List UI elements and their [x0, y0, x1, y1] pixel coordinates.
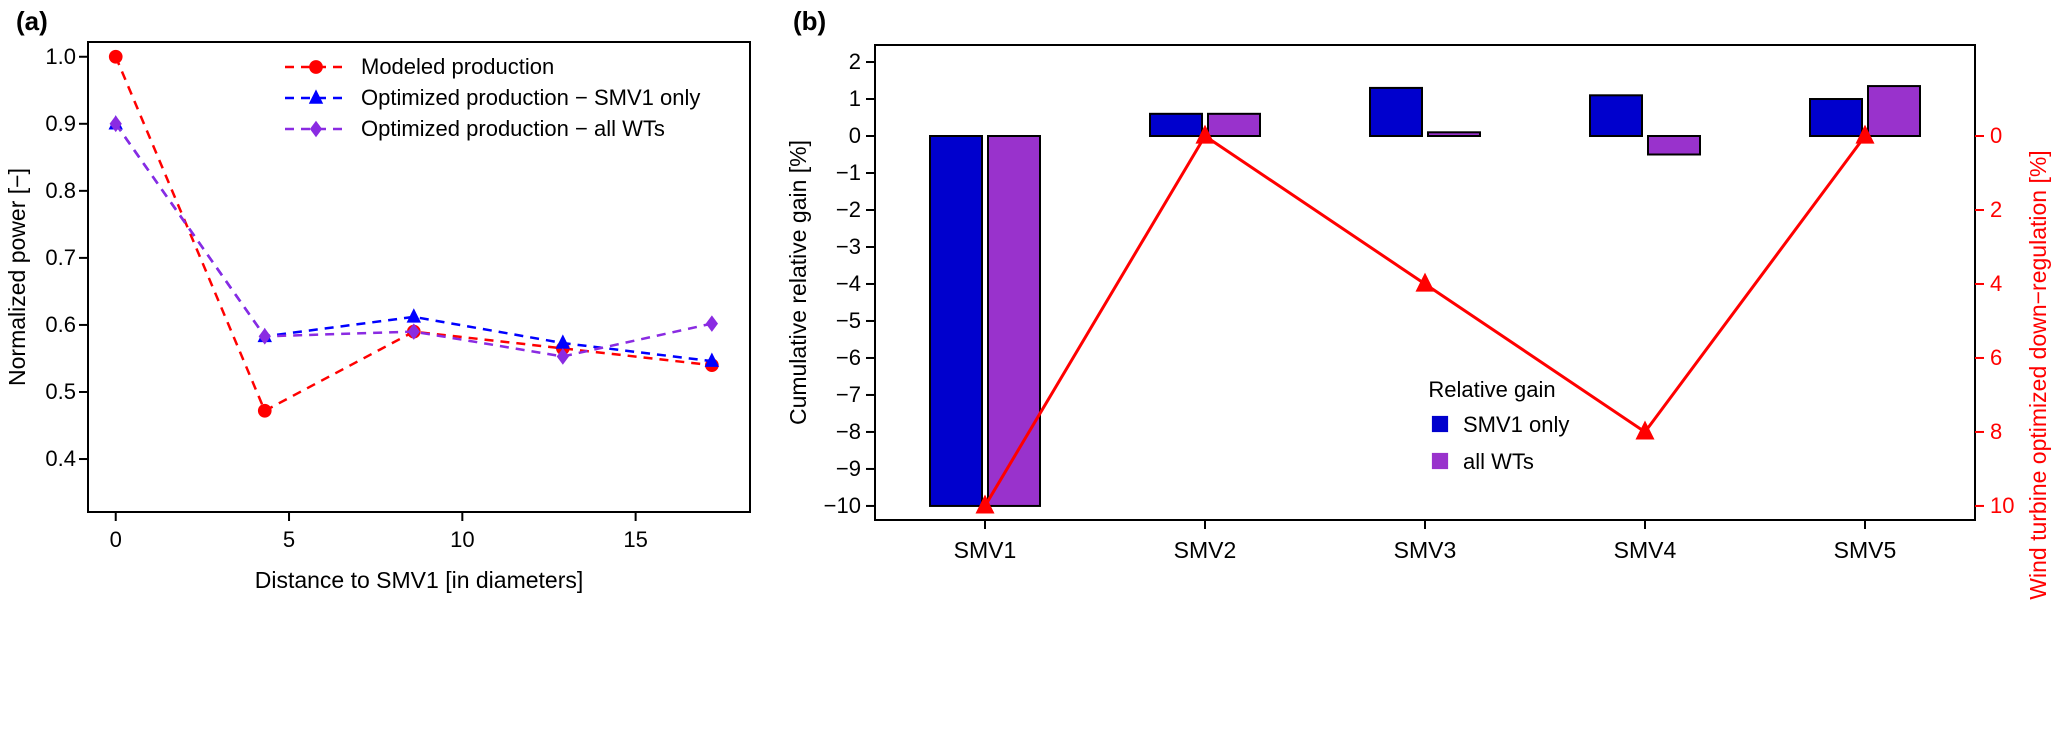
legend-marker	[309, 60, 323, 74]
right-y-tick-label: 2	[1990, 197, 2002, 222]
right-y-tick-label: 0	[1990, 123, 2002, 148]
legend-marker	[309, 120, 323, 138]
legend-swatch	[1431, 415, 1449, 433]
y-tick-label: 0.4	[45, 446, 76, 471]
panel-a-ylabel: Normalized power [−]	[4, 168, 30, 386]
x-tick-label: 10	[450, 527, 474, 552]
downregulation-marker	[1855, 124, 1875, 144]
bar-smv2-all-wts	[1207, 112, 1261, 138]
category-label: SMV5	[1834, 537, 1897, 563]
point-marker	[108, 49, 123, 64]
panel-b-ylabel-right: Wind turbine optimized down−regulation […	[2025, 150, 2051, 599]
point-marker	[704, 352, 720, 367]
legend-item-label: Optimized production − SMV1 only	[361, 85, 700, 110]
bar-smv2-smv1-only	[1149, 112, 1203, 138]
point-marker	[555, 334, 571, 349]
series-line	[114, 123, 713, 363]
panel-a-label: (a)	[16, 6, 48, 36]
y-tick-label: 0.9	[45, 111, 76, 136]
panel-b-ylabel-left: Cumulative relative gain [%]	[785, 140, 811, 425]
category-label: SMV1	[954, 537, 1017, 563]
legend-marker	[308, 89, 324, 104]
right-y-tick-label: 8	[1990, 419, 2002, 444]
y-tick-label: 0.6	[45, 312, 76, 337]
downregulation-marker	[1635, 420, 1655, 440]
legend-item-label: Modeled production	[361, 54, 554, 79]
downregulation-marker	[1415, 272, 1435, 292]
left-y-tick-label: −6	[836, 345, 861, 370]
legend-item-label: SMV1 only	[1463, 412, 1569, 437]
bar-smv1-smv1-only	[929, 135, 983, 507]
left-y-tick-label: −8	[836, 419, 861, 444]
category-label: SMV2	[1174, 537, 1237, 563]
bar-smv4-all-wts	[1647, 135, 1701, 156]
bar-smv1-all-wts	[987, 135, 1041, 507]
x-tick-label: 5	[283, 527, 295, 552]
right-y-tick-label: 4	[1990, 271, 2002, 296]
left-y-tick-label: −2	[836, 197, 861, 222]
y-tick-label: 0.8	[45, 178, 76, 203]
left-y-tick-label: −9	[836, 456, 861, 481]
point-marker	[407, 323, 420, 340]
left-y-tick-label: −1	[836, 160, 861, 185]
left-y-tick-label: 1	[849, 86, 861, 111]
legend-swatch	[1431, 452, 1449, 470]
right-y-tick-label: 6	[1990, 345, 2002, 370]
right-y-tick-label: 10	[1990, 493, 2014, 518]
downregulation-marker	[1195, 124, 1215, 144]
left-y-tick-label: −10	[824, 493, 861, 518]
x-tick-label: 0	[110, 527, 122, 552]
downregulation-line	[983, 133, 1867, 507]
category-label: SMV3	[1394, 537, 1457, 563]
downregulation-marker	[975, 494, 995, 514]
x-tick-label: 15	[623, 527, 647, 552]
category-label: SMV4	[1614, 537, 1677, 563]
y-tick-label: 0.5	[45, 379, 76, 404]
bar-smv3-all-wts	[1427, 131, 1481, 138]
panel-b-label: (b)	[793, 6, 827, 36]
bar-smv3-smv1-only	[1369, 86, 1423, 138]
left-y-tick-label: −3	[836, 234, 861, 259]
point-marker	[109, 115, 122, 133]
bar-smv5-all-wts	[1867, 85, 1921, 138]
panel-a-plot-box	[87, 41, 751, 513]
y-tick-label: 1.0	[45, 44, 76, 69]
left-y-tick-label: 0	[849, 123, 861, 148]
legend-item-label: Optimized production − all WTs	[361, 116, 665, 141]
left-y-tick-label: 2	[849, 49, 861, 74]
point-marker	[406, 308, 422, 323]
panel-a-xlabel: Distance to SMV1 [in diameters]	[255, 567, 584, 593]
bar-smv4-smv1-only	[1589, 94, 1643, 138]
point-marker	[258, 328, 271, 345]
y-tick-label: 0.7	[45, 245, 76, 270]
point-marker	[705, 315, 718, 332]
bar-smv5-smv1-only	[1809, 98, 1863, 138]
point-marker	[556, 348, 569, 365]
point-marker	[257, 403, 272, 418]
legend-title: Relative gain	[1428, 377, 1555, 402]
legend-item-label: all WTs	[1463, 449, 1534, 474]
panel-a-chart: 0 5 10 15 0.4 0.5 0.6 0.7 0.8 0.9 1.0 Distance to S…	[4, 41, 751, 593]
left-y-tick-label: −5	[836, 308, 861, 333]
left-y-tick-label: −7	[836, 382, 861, 407]
left-y-tick-label: −4	[836, 271, 861, 296]
